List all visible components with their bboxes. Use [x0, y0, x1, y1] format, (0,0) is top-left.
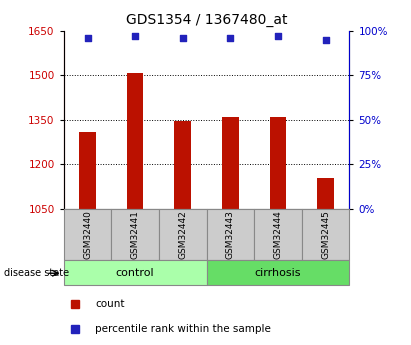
- Text: count: count: [95, 299, 125, 309]
- Text: GSM32445: GSM32445: [321, 210, 330, 259]
- Text: GSM32443: GSM32443: [226, 210, 235, 259]
- Bar: [79, 132, 96, 209]
- Bar: [64, 209, 111, 260]
- Point: [180, 36, 186, 41]
- Text: disease state: disease state: [4, 268, 69, 278]
- Bar: [64, 260, 206, 285]
- Point: [275, 33, 281, 39]
- Point: [132, 33, 139, 39]
- Text: GSM32444: GSM32444: [273, 210, 282, 259]
- Text: GSM32441: GSM32441: [131, 210, 140, 259]
- Point: [84, 36, 91, 41]
- Point: [322, 37, 329, 43]
- Bar: [159, 209, 206, 260]
- Text: percentile rank within the sample: percentile rank within the sample: [95, 324, 271, 334]
- Point: [227, 36, 233, 41]
- Bar: [302, 209, 349, 260]
- Bar: [127, 72, 143, 209]
- Title: GDS1354 / 1367480_at: GDS1354 / 1367480_at: [126, 13, 287, 27]
- Bar: [174, 121, 191, 209]
- Bar: [222, 117, 239, 209]
- Bar: [270, 117, 286, 209]
- Bar: [206, 209, 254, 260]
- Bar: [111, 209, 159, 260]
- Bar: [254, 209, 302, 260]
- Bar: [317, 178, 334, 209]
- Text: GSM32442: GSM32442: [178, 210, 187, 259]
- Text: GSM32440: GSM32440: [83, 210, 92, 259]
- Text: cirrhosis: cirrhosis: [255, 268, 301, 277]
- Bar: [206, 260, 349, 285]
- Text: control: control: [116, 268, 155, 277]
